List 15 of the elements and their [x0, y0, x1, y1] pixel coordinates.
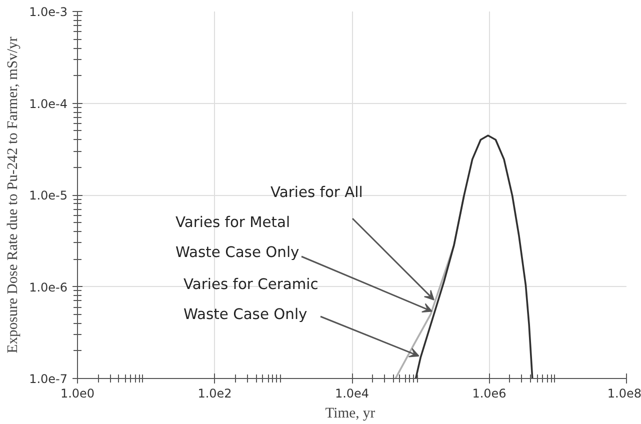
y-tick-label: 1.0e-6 — [29, 280, 68, 294]
y-tick-label: 1.0e-7 — [29, 372, 68, 386]
annotation: Varies for All — [270, 184, 363, 201]
x-tick-label: 1.0e4 — [334, 386, 370, 400]
x-tick-label: 1.0e2 — [198, 386, 232, 400]
x-tick-label: 1.0e0 — [60, 386, 95, 400]
annotation: Varies for Ceramic Waste Case Only — [184, 276, 318, 323]
y-tick-label: 1.0e-5 — [29, 188, 68, 202]
x-axis-title: Time, yr — [325, 406, 376, 422]
x-tick-label: 1.0e6 — [472, 386, 506, 400]
annotation: Varies for Metal Waste Case Only — [176, 214, 300, 261]
y-tick-label: 1.0e-4 — [29, 96, 68, 111]
x-tick-label: 1.0e8 — [607, 386, 641, 400]
y-tick-label: 1.0e-3 — [29, 5, 68, 19]
y-axis-title: Exposure Dose Rate due to Pu-242 to Farmer, mSv/yr — [5, 36, 22, 354]
